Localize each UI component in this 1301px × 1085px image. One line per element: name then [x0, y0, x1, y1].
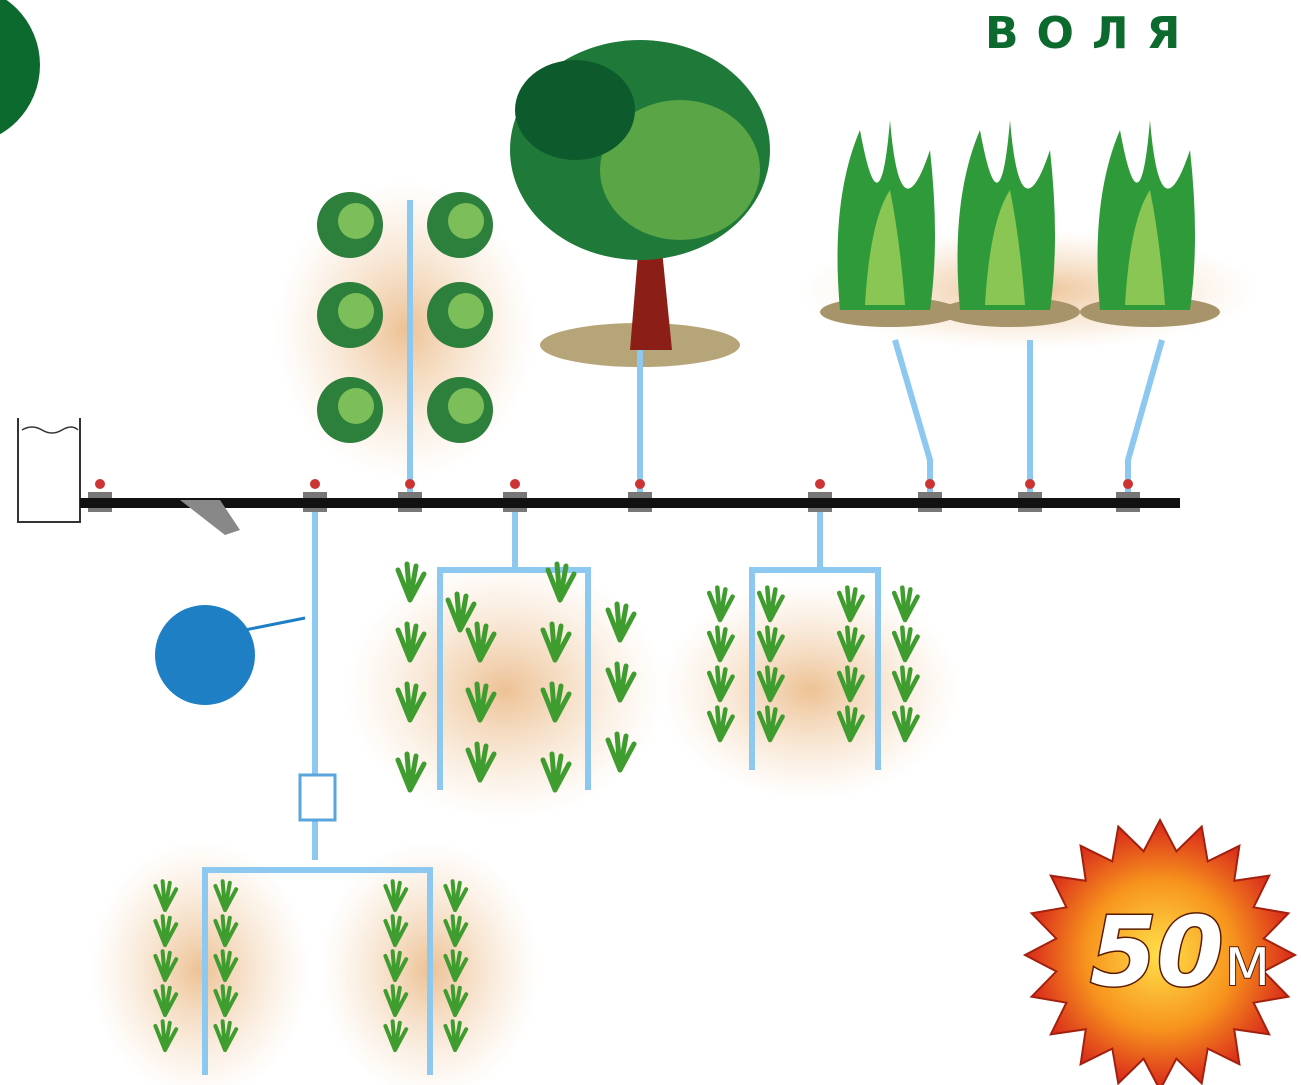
controller	[300, 775, 335, 820]
lettuce-leaf	[448, 293, 484, 329]
lettuce-leaf	[338, 388, 374, 424]
fertilizer-callout	[245, 618, 305, 630]
badge-unit: М	[1225, 938, 1270, 998]
glow	[660, 580, 960, 800]
riser	[895, 340, 930, 495]
valve-handle	[815, 479, 825, 489]
brand-title: ВОЛЯ	[985, 8, 1198, 59]
corner-circle	[0, 0, 40, 145]
tree-crown-dark	[515, 60, 635, 160]
glow	[275, 180, 535, 480]
valve-handle	[925, 479, 935, 489]
valve-handle	[635, 479, 645, 489]
valve-handle	[510, 479, 520, 489]
glow	[90, 840, 310, 1085]
main-pipe	[80, 498, 1180, 508]
lettuce-leaf	[448, 388, 484, 424]
page: ВОЛЯ 50 М (() => { const data = JSON.par…	[0, 0, 1301, 1085]
valve-handle	[1123, 479, 1133, 489]
tank	[18, 418, 80, 522]
lettuce-leaf	[338, 203, 374, 239]
valve-handle	[95, 479, 105, 489]
valve-handle	[310, 479, 320, 489]
lettuce-leaf	[448, 203, 484, 239]
badge-number: 50	[1090, 896, 1224, 1008]
valve-handle	[405, 479, 415, 489]
lettuce-leaf	[338, 293, 374, 329]
riser	[1128, 340, 1162, 495]
irrigation-diagram: ВОЛЯ 50 М	[0, 0, 1301, 1085]
fertilizer-icon	[155, 605, 255, 705]
valve-handle	[1025, 479, 1035, 489]
